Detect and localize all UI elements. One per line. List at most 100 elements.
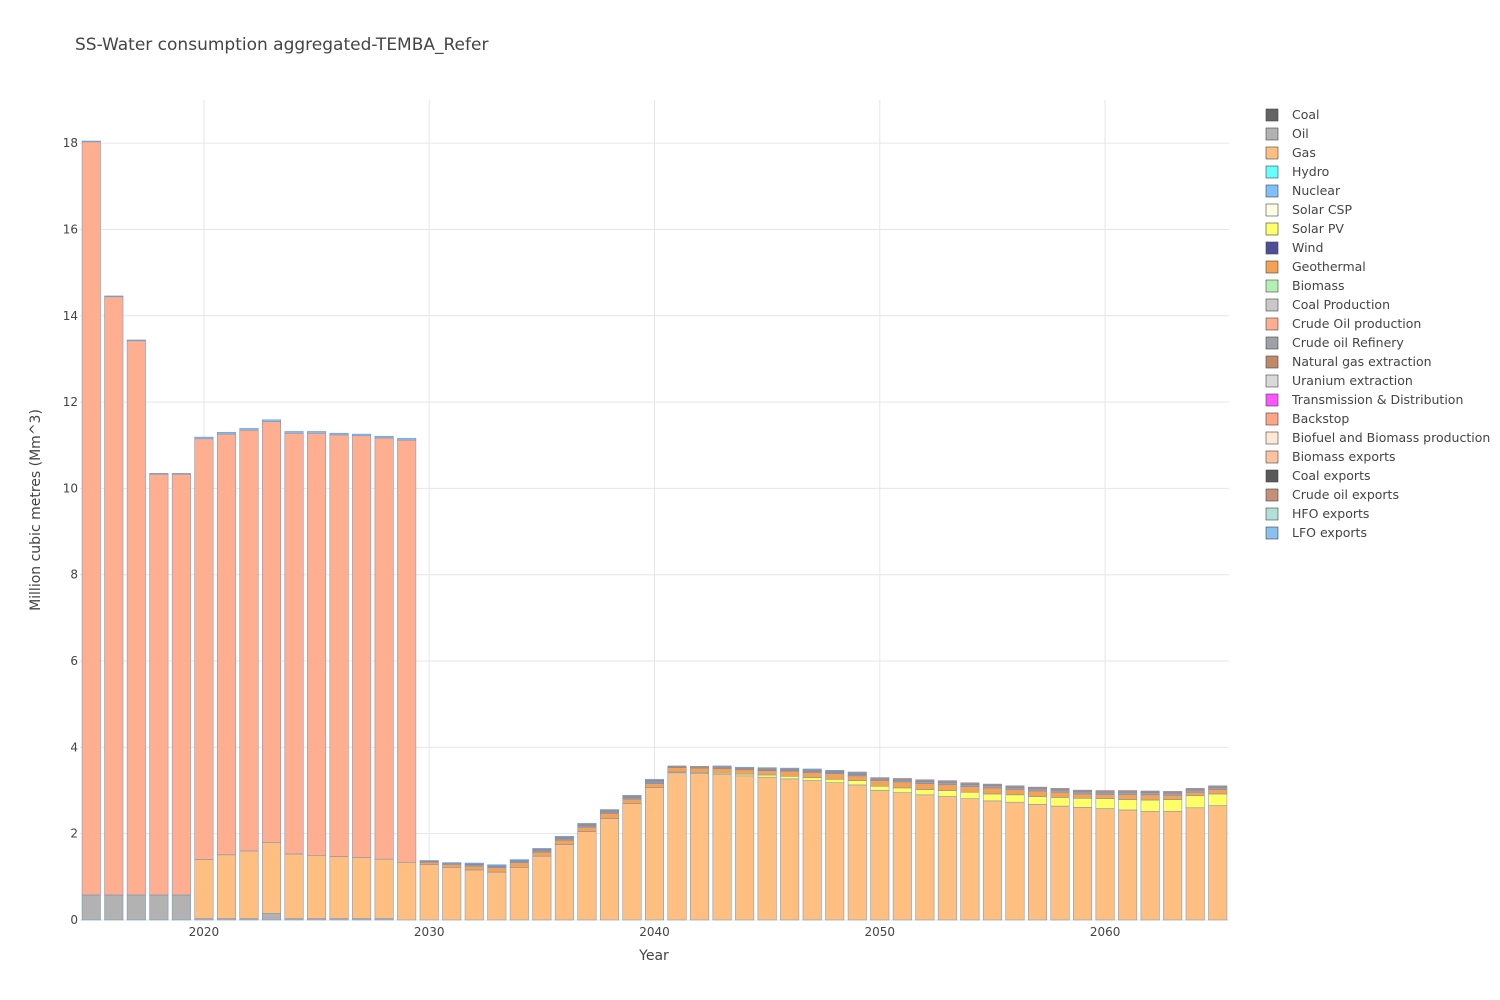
y-axis-title: Million cubic metres (Mm^3) xyxy=(28,409,44,611)
bar-segment xyxy=(757,776,777,921)
bar-segment xyxy=(599,809,619,811)
bar-segment xyxy=(149,894,169,921)
legend-label: Natural gas extraction xyxy=(1292,354,1432,369)
legend-item[interactable]: Crude oil exports xyxy=(1265,487,1399,502)
legend-item[interactable]: Crude Oil production xyxy=(1265,316,1421,331)
bar-segment xyxy=(487,867,507,873)
bar-segment xyxy=(262,419,281,422)
bar-segment xyxy=(757,774,777,778)
bar-segment xyxy=(757,770,777,776)
bar-segment xyxy=(802,780,822,921)
bar-segment xyxy=(915,781,935,784)
bar-segment xyxy=(442,867,462,921)
bar-segment xyxy=(307,432,327,856)
bar-segment xyxy=(509,859,529,861)
bar-segment xyxy=(1050,805,1070,921)
bar-segment xyxy=(577,831,597,921)
bar-segment xyxy=(171,894,191,921)
bar-segment xyxy=(825,782,845,921)
legend-swatch xyxy=(1265,260,1279,274)
legend-item[interactable]: Solar CSP xyxy=(1265,202,1352,217)
bar-segment xyxy=(825,779,845,784)
legend-item[interactable]: Natural gas extraction xyxy=(1265,354,1432,369)
legend-item[interactable]: Wind xyxy=(1265,240,1323,255)
legend-item[interactable]: Coal exports xyxy=(1265,468,1371,483)
legend-label: LFO exports xyxy=(1292,525,1367,540)
legend-item[interactable]: Biomass xyxy=(1265,278,1345,293)
bar-segment xyxy=(960,792,980,799)
bar-segment xyxy=(1028,788,1047,792)
legend-item[interactable]: LFO exports xyxy=(1265,525,1367,540)
bar-segment xyxy=(1073,791,1093,795)
x-tick-label: 2060 xyxy=(1090,925,1121,939)
x-axis-title: Year xyxy=(638,948,669,964)
bar-segment xyxy=(554,839,574,845)
legend-swatch xyxy=(1265,355,1279,369)
y-tick-label: 4 xyxy=(70,740,78,754)
bar-segment xyxy=(577,823,597,827)
bar-segment xyxy=(1118,792,1138,795)
bar-segment xyxy=(1028,804,1047,921)
bar-segment xyxy=(982,783,1002,787)
bar-segment xyxy=(329,856,349,919)
legend-label: Oil xyxy=(1292,126,1309,141)
bar-segment xyxy=(892,778,912,781)
bar-segment xyxy=(329,432,349,436)
legend-label: Transmission & Distribution xyxy=(1291,392,1463,407)
bar-segment xyxy=(1095,798,1115,809)
bar-segment xyxy=(487,871,507,921)
legend-swatch xyxy=(1265,146,1279,160)
bar-segment xyxy=(126,339,146,342)
bar-segment xyxy=(374,858,394,919)
bar-segment xyxy=(1208,785,1228,788)
legend-item[interactable]: Gas xyxy=(1265,145,1316,160)
legend-item[interactable]: Backstop xyxy=(1265,411,1349,426)
bar-segment xyxy=(667,767,687,773)
legend-item[interactable]: Coal xyxy=(1265,107,1320,122)
bar-segment xyxy=(239,850,259,919)
legend-item[interactable]: Hydro xyxy=(1265,164,1329,179)
y-tick-label: 2 xyxy=(70,827,78,841)
bar-segment xyxy=(825,773,845,780)
legend-swatch xyxy=(1265,203,1279,217)
legend-swatch xyxy=(1265,488,1279,502)
bar-segment xyxy=(464,869,484,921)
legend-item[interactable]: Uranium extraction xyxy=(1265,373,1413,388)
bar-segment xyxy=(690,766,710,769)
bar-segment xyxy=(825,770,845,774)
x-tick-label: 2040 xyxy=(639,925,670,939)
bar-segment xyxy=(1073,807,1093,921)
bar-segment xyxy=(464,862,484,865)
bar-segment xyxy=(982,793,1002,802)
legend-item[interactable]: Biofuel and Biomass production xyxy=(1265,430,1490,445)
legend-item[interactable]: Solar PV xyxy=(1265,221,1344,236)
legend-swatch xyxy=(1265,241,1279,255)
bar-segment xyxy=(1050,788,1070,791)
bar-segment xyxy=(81,141,101,896)
legend-item[interactable]: Transmission & Distribution xyxy=(1265,392,1463,407)
legend-item[interactable]: HFO exports xyxy=(1265,506,1369,521)
bar-segment xyxy=(1028,796,1047,805)
bar-segment xyxy=(1095,794,1115,799)
bar-segment xyxy=(645,779,664,781)
legend-label: Crude Oil production xyxy=(1292,316,1421,331)
y-axis-ticks: 0 2 4 6 8 10 12 14 16 18 xyxy=(63,136,78,927)
bar-segment xyxy=(1050,792,1070,798)
bar-segment xyxy=(1028,790,1047,797)
legend-item[interactable]: Oil xyxy=(1265,126,1309,141)
legend-item[interactable]: Coal Production xyxy=(1265,297,1390,312)
legend-swatch xyxy=(1265,507,1279,521)
legend-label: Solar CSP xyxy=(1292,202,1352,217)
bar-segment xyxy=(1005,785,1025,788)
legend-label: Crude oil Refinery xyxy=(1292,335,1404,350)
bar-segment xyxy=(622,798,642,804)
legend-label: Hydro xyxy=(1292,164,1329,179)
legend-item[interactable]: Biomass exports xyxy=(1265,449,1396,464)
bar-segment xyxy=(464,865,484,871)
legend-item[interactable]: Geothermal xyxy=(1265,259,1366,274)
legend-item[interactable]: Crude oil Refinery xyxy=(1265,335,1404,350)
bar-segment xyxy=(802,772,822,778)
legend-swatch xyxy=(1265,469,1279,483)
bar-segment xyxy=(690,767,710,773)
legend-item[interactable]: Nuclear xyxy=(1265,183,1341,198)
